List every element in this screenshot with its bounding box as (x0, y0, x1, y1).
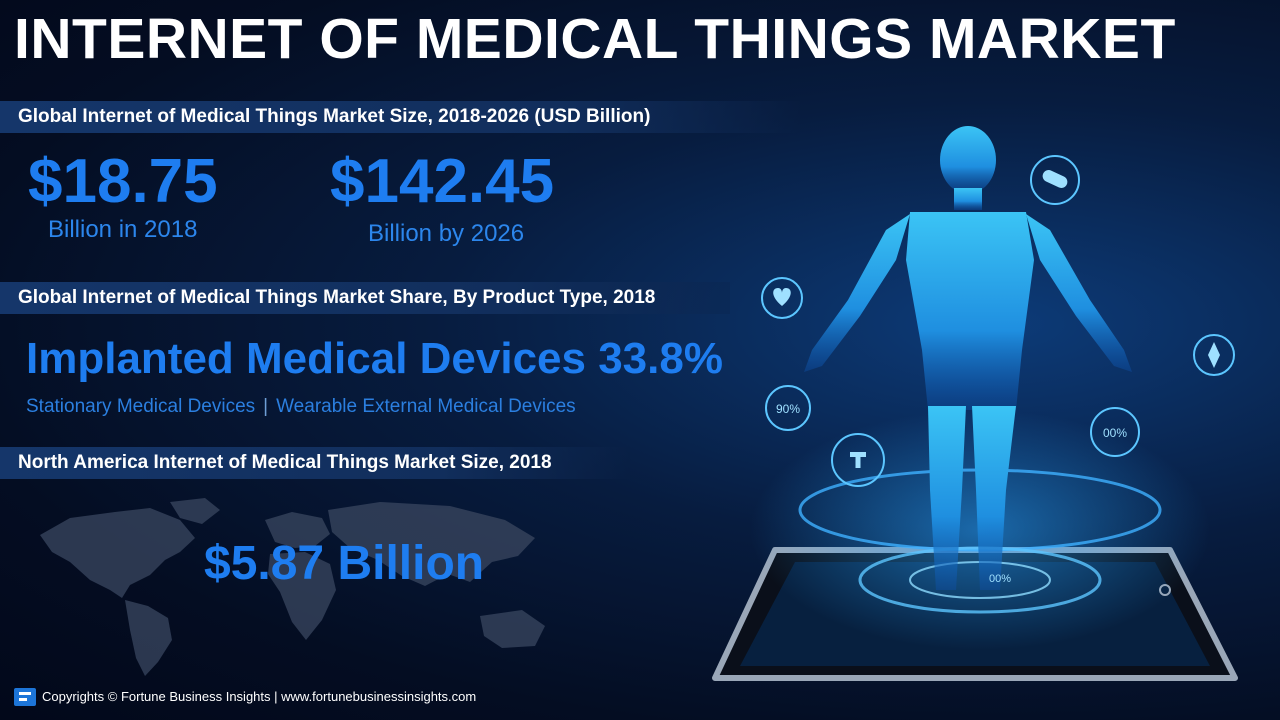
footer: Copyrights © Fortune Business Insights |… (14, 686, 476, 708)
badge-right-text: 00% (1103, 426, 1127, 440)
medical-illustration: 90% 00% 00% (712, 126, 1238, 681)
badge-right (1090, 407, 1140, 457)
label-2026: Billion by 2026 (368, 220, 525, 247)
value-2018: $18.75 (28, 147, 218, 216)
pill-icon (1030, 155, 1080, 205)
badge-left (765, 385, 811, 431)
segment-list: Stationary Medical Devices | Wearable Exte… (26, 396, 576, 418)
medical-cross-icon (831, 433, 885, 487)
section-heading-market-size: Global Internet of Medical Things Market… (0, 101, 800, 133)
badge-left-text: 90% (776, 402, 800, 416)
value-2026: $142.45 (330, 147, 555, 216)
human-figure (804, 126, 1132, 590)
label-2018: Billion in 2018 (48, 216, 198, 243)
fortune-logo-icon (14, 688, 36, 706)
compass-icon (1193, 334, 1235, 376)
section-heading-market-share: Global Internet of Medical Things Market… (0, 282, 730, 314)
segment-separator: | (263, 396, 269, 417)
heart-icon (761, 277, 803, 319)
segment-stationary: Stationary Medical Devices (26, 396, 256, 417)
page-title: INTERNET OF MEDICAL THINGS MARKET (14, 7, 1176, 71)
badge-tablet-text: 00% (989, 573, 1011, 585)
world-map (40, 498, 545, 676)
segment-wearable: Wearable External Medical Devices (276, 396, 576, 417)
footer-text: Copyrights © Fortune Business Insights |… (42, 689, 477, 704)
section-heading-north-america: North America Internet of Medical Things… (0, 447, 630, 479)
implanted-share: Implanted Medical Devices 33.8% (26, 334, 723, 383)
north-america-value: $5.87 Billion (204, 537, 485, 590)
